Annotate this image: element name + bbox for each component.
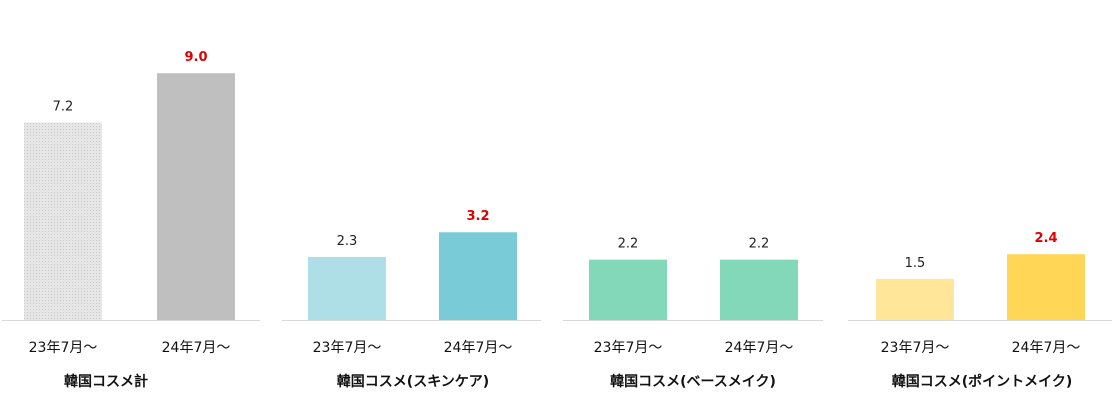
tick-label-3-0: 23年7月～ [881,340,950,356]
tick-label-0-0: 23年7月～ [29,340,98,356]
bar-3-0 [876,278,954,320]
bar-2-1 [720,259,798,320]
data-label-1-0: 2.3 [337,234,358,249]
tick-label-2-0: 23年7月～ [594,340,663,356]
bar-0-1 [157,73,235,320]
tick-label-1-1: 24年7月～ [444,340,513,356]
bar-3-1 [1007,254,1085,320]
data-label-3-1: 2.4 [1034,231,1057,246]
tick-label-3-1: 24年7月～ [1012,340,1081,356]
data-label-2-0: 2.2 [618,237,639,252]
bar-2-0 [589,259,667,320]
bar-1-0 [308,256,386,320]
chart-title-2: 韓国コスメ(ベースメイク) [610,373,776,390]
data-label-1-1: 3.2 [466,209,489,224]
chart-title-3: 韓国コスメ(ポイントメイク) [892,373,1073,390]
tick-label-0-1: 24年7月～ [162,340,231,356]
data-label-2-1: 2.2 [749,237,770,252]
bar-0-0 [24,122,102,320]
data-label-3-0: 1.5 [905,256,926,271]
data-label-0-1: 9.0 [184,50,207,65]
tick-label-2-1: 24年7月～ [725,340,794,356]
bar-1-1 [439,232,517,320]
data-label-0-0: 7.2 [53,100,74,115]
chart-title-1: 韓国コスメ(スキンケア) [337,373,489,390]
chart-title-0: 韓国コスメ計 [64,373,148,390]
tick-label-1-0: 23年7月～ [313,340,382,356]
